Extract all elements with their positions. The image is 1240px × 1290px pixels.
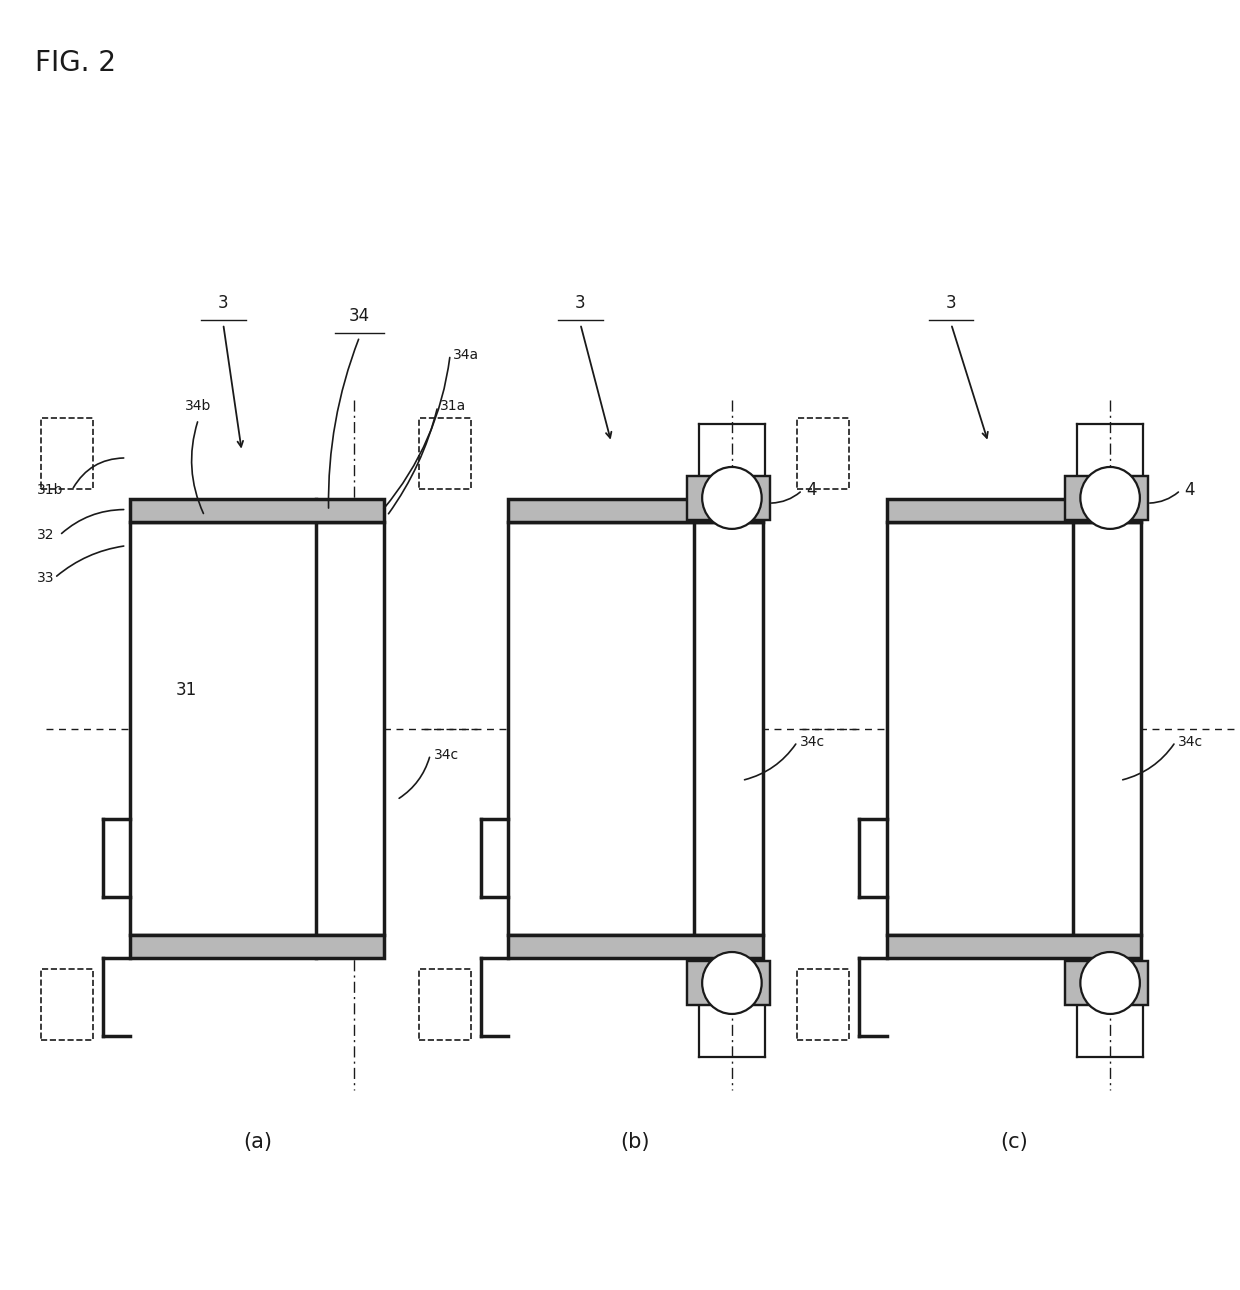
Bar [1065, 476, 1148, 520]
Bar [1065, 961, 1148, 1005]
Text: 34c: 34c [1178, 735, 1203, 748]
Bar [1065, 961, 1148, 1005]
Bar [508, 499, 763, 522]
Bar [41, 969, 93, 1040]
Text: (a): (a) [243, 1131, 272, 1152]
Text: 3: 3 [218, 294, 228, 312]
Text: 34a: 34a [453, 348, 479, 361]
Bar [41, 418, 93, 489]
Text: 34: 34 [348, 307, 371, 325]
Text: (b): (b) [621, 1131, 650, 1152]
Text: 3: 3 [575, 294, 585, 312]
Text: 34b: 34b [185, 400, 212, 413]
Text: 31b: 31b [37, 484, 63, 497]
Bar [1065, 476, 1148, 520]
Circle shape [702, 467, 761, 529]
Circle shape [1080, 952, 1140, 1014]
Text: 34c: 34c [434, 748, 459, 761]
Bar [797, 418, 849, 489]
Bar [130, 522, 384, 935]
Bar [508, 522, 763, 935]
Bar [887, 935, 1141, 958]
Text: 32: 32 [37, 529, 55, 542]
Bar [887, 522, 1141, 935]
Text: 31a: 31a [440, 400, 466, 413]
Bar [887, 499, 1141, 522]
Bar [419, 969, 471, 1040]
Bar [687, 961, 770, 1005]
Text: 33: 33 [37, 571, 55, 584]
Bar [508, 935, 763, 958]
Bar [687, 961, 770, 1005]
Text: 4: 4 [1184, 481, 1194, 499]
Bar [687, 476, 770, 520]
Bar [687, 476, 770, 520]
Text: 3: 3 [946, 294, 956, 312]
Bar [797, 969, 849, 1040]
Bar [419, 418, 471, 489]
Bar [130, 499, 384, 522]
Text: 4: 4 [806, 481, 816, 499]
Circle shape [1080, 467, 1140, 529]
Text: FIG. 2: FIG. 2 [35, 49, 115, 77]
Text: (c): (c) [999, 1131, 1028, 1152]
Text: 31: 31 [175, 681, 197, 699]
Bar [130, 935, 384, 958]
Circle shape [702, 952, 761, 1014]
Text: 34c: 34c [800, 735, 825, 748]
